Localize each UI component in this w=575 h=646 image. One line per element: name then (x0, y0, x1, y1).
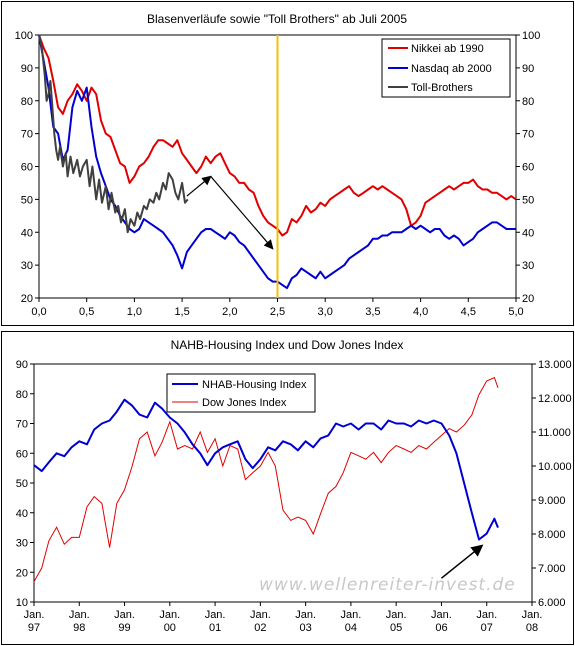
x-tick-label-year: 99 (118, 622, 130, 634)
y2-tick-label: 100 (522, 30, 540, 42)
legend-label-nahb: NHAB-Housing Index (202, 379, 307, 391)
y-tick-label: 50 (16, 478, 28, 490)
x-tick-label-year: 01 (209, 622, 221, 634)
y-tick-label: 30 (21, 260, 33, 272)
arrow-up (186, 175, 212, 197)
chart-title: Blasenverläufe sowie "Toll Brothers" ab … (147, 12, 407, 26)
x-tick-label: 5,0 (508, 306, 523, 318)
x-tick-label-month: Jan. (295, 609, 316, 621)
y-tick-label: 20 (21, 293, 33, 305)
x-tick-label: 1,5 (174, 306, 189, 318)
legend-label-dow: Dow Jones Index (202, 397, 287, 409)
x-tick-label-month: Jan. (159, 609, 180, 621)
dow-jones-line (33, 376, 499, 582)
x-tick-label: 4,0 (413, 306, 428, 318)
y-tick-label: 20 (16, 567, 28, 579)
watermark-text: www.wellenreiter-invest.de (259, 575, 516, 595)
y-tick-label: 60 (21, 162, 33, 174)
y2-tick-label: 90 (522, 63, 534, 75)
y-tick-label: 90 (16, 359, 28, 371)
y2-tick-label: 40 (522, 227, 534, 239)
y2-tick-label: 20 (522, 293, 534, 305)
y2-tick-label: 8.000 (538, 529, 566, 541)
x-tick-label: 2,5 (270, 306, 285, 318)
x-tick-label-month: Jan. (522, 609, 543, 621)
x-tick-label: 3,0 (318, 306, 333, 318)
bubble-chart-panel: Blasenverläufe sowie "Toll Brothers" ab … (1, 1, 574, 326)
y-tick-label: 100 (15, 30, 33, 42)
x-tick-label-month: Jan. (69, 609, 90, 621)
nahb-housing-line (33, 398, 499, 541)
y2-tick-label: 80 (522, 96, 534, 108)
x-tick-label-month: Jan. (250, 609, 271, 621)
legend-label-toll: Toll-Brothers (411, 82, 473, 94)
y2-tick-label: 12.000 (538, 393, 572, 405)
x-tick-label: 2,0 (222, 306, 237, 318)
x-tick-label-month: Jan. (205, 609, 226, 621)
y2-tick-label: 9.000 (538, 495, 566, 507)
nahb-chart-svg: NAHB-Housing Index und Dow Jones Index w… (16, 338, 572, 634)
legend: NHAB-Housing Index Dow Jones Index (166, 373, 316, 413)
x-tick-label-year: 98 (73, 622, 85, 634)
x-tick-label-year: 07 (481, 622, 493, 634)
y-tick-label: 60 (16, 448, 28, 460)
top-chart-marks: 0,0 0,5 1,0 1,5 2,0 2,5 3,0 3,5 4,0 4,5 5,02030405… (15, 30, 541, 318)
y2-tick-label: 13.000 (538, 359, 572, 371)
y-tick-label: 80 (21, 96, 33, 108)
x-tick-label-month: Jan. (431, 609, 452, 621)
x-tick-label-month: Jan. (114, 609, 135, 621)
bubble-chart-svg: Blasenverläufe sowie "Toll Brothers" ab … (15, 12, 541, 318)
y-tick-label: 10 (16, 597, 28, 609)
legend: Nikkei ab 1990 Nasdaq ab 2000 Toll-Broth… (381, 38, 511, 98)
toll-brothers-line (38, 34, 189, 234)
y2-tick-label: 11.000 (538, 427, 571, 439)
x-tick-label-month: Jan. (386, 609, 407, 621)
y-tick-label: 30 (16, 538, 28, 550)
y-tick-label: 90 (21, 63, 33, 75)
y-tick-label: 80 (16, 389, 28, 401)
x-tick-label-year: 06 (435, 622, 447, 634)
y-tick-label: 40 (21, 227, 33, 239)
y2-tick-label: 60 (522, 162, 534, 174)
x-tick-label: 4,5 (461, 306, 476, 318)
x-tick-label-month: Jan. (476, 609, 497, 621)
y2-tick-label: 50 (522, 194, 534, 206)
x-tick-label-year: 08 (526, 622, 538, 634)
y2-tick-label: 10.000 (538, 461, 572, 473)
y2-tick-label: 70 (522, 129, 534, 141)
y2-tick-label: 6.000 (538, 597, 566, 609)
legend-label-nasdaq: Nasdaq ab 2000 (411, 63, 492, 75)
y2-tick-label: 7.000 (538, 563, 566, 575)
annotation-arrow (440, 544, 484, 579)
y-tick-label: 40 (16, 508, 28, 520)
x-tick-label-month: Jan. (341, 609, 362, 621)
x-tick-label-year: 03 (300, 622, 312, 634)
x-tick-label: 1,0 (127, 306, 142, 318)
x-tick-label-year: 02 (254, 622, 266, 634)
x-tick-label-year: 00 (164, 622, 176, 634)
x-tick-label-year: 04 (345, 622, 357, 634)
chart-title: NAHB-Housing Index und Dow Jones Index (171, 338, 404, 352)
x-tick-label: 0,0 (31, 306, 46, 318)
bottom-chart-marks: Jan.97Jan.98Jan.99Jan.00Jan.01Jan.02Jan.… (16, 359, 572, 634)
y2-tick-label: 30 (522, 260, 534, 272)
x-tick-label-year: 97 (28, 622, 40, 634)
x-tick-label-month: Jan. (24, 609, 45, 621)
legend-box (166, 373, 316, 413)
y-tick-label: 70 (21, 129, 33, 141)
x-tick-label: 3,5 (365, 306, 380, 318)
nahb-chart-panel: NAHB-Housing Index und Dow Jones Index w… (1, 331, 574, 645)
x-tick-label-year: 05 (390, 622, 402, 634)
y-tick-label: 70 (16, 419, 28, 431)
arrow-down (210, 175, 274, 250)
legend-label-nikkei: Nikkei ab 1990 (411, 43, 484, 55)
y-tick-label: 50 (21, 194, 33, 206)
x-tick-label: 0,5 (79, 306, 94, 318)
